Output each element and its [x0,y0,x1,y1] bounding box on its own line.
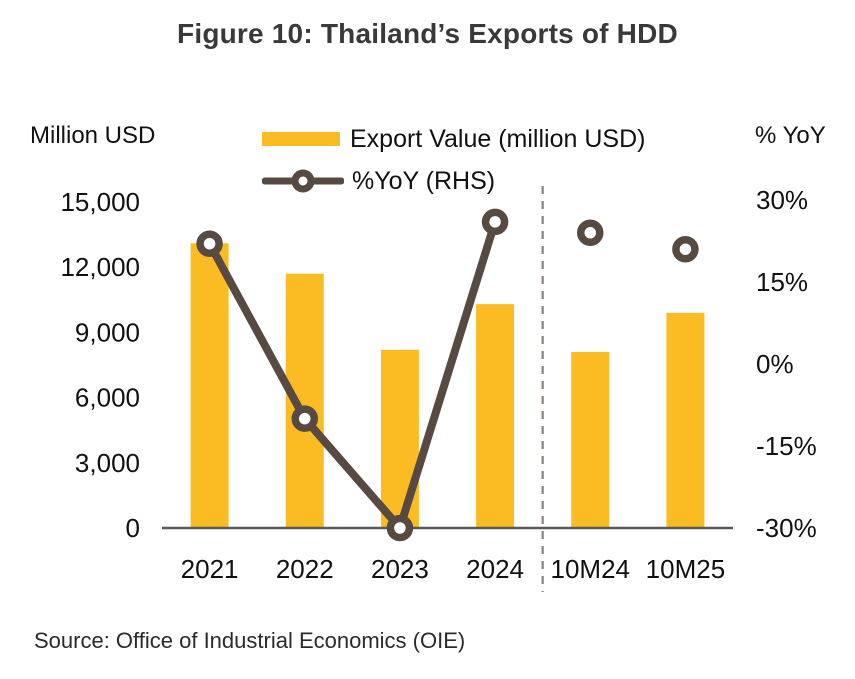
export-value-bar-10M24 [571,351,610,528]
x-axis-category-label: 2022 [276,554,334,584]
yoy-marker-2024 [481,208,509,236]
left-axis-unit-label: Million USD [30,122,156,149]
right-axis-tick-label: 0% [756,349,794,379]
x-axis-category-label: 2021 [181,554,239,584]
left-axis-tick-label: 12,000 [60,252,140,282]
right-axis-tick-label: 15% [756,267,808,297]
export-value-bar-2023 [380,349,419,528]
source-text: Source: Office of Industrial Economics (… [34,628,466,653]
bar-swatch-icon [262,132,340,146]
yoy-line [205,217,500,537]
x-axis-category-label: 10M24 [551,554,631,584]
left-axis-tick-label: 15,000 [60,187,140,217]
yoy-marker-2022 [291,405,318,432]
right-axis-tick-label: 30% [756,185,808,215]
right-axis-tick-label: -30% [756,513,817,543]
left-axis-tick-label: 0 [126,513,140,543]
yoy-marker-10M24 [577,219,604,247]
yoy-marker-10M25 [672,235,699,263]
left-axis-tick-label: 9,000 [75,317,140,347]
yoy-marker-2023 [386,514,414,542]
right-axis-tick-label: -15% [756,431,817,461]
line-marker-swatch-icon [261,167,345,195]
legend: Export Value (million USD) %YoY (RHS) [261,122,645,206]
legend-label-yoy: %YoY (RHS) [352,166,496,195]
right-axis-unit-label: % YoY [755,122,826,149]
legend-label-export-value: Export Value (million USD) [350,124,646,153]
x-axis-category-label: 2023 [371,554,429,584]
line-marker-swatch-svg [261,169,345,193]
export-value-bar-10M25 [666,312,705,528]
left-axis-tick-label: 6,000 [75,383,140,413]
chart-title: Figure 10: Thailand’s Exports of HDD [177,18,678,49]
export-value-bar-2024 [476,304,515,528]
legend-item-export-value: Export Value (million USD) [262,122,645,156]
export-value-bar-2021 [190,243,229,528]
yoy-marker-2021 [196,230,223,257]
left-axis-tick-label: 3,000 [75,448,140,478]
x-axis-category-label: 10M25 [646,554,726,584]
x-axis-category-label: 2024 [466,554,524,584]
legend-item-yoy: %YoY (RHS) [261,164,645,198]
